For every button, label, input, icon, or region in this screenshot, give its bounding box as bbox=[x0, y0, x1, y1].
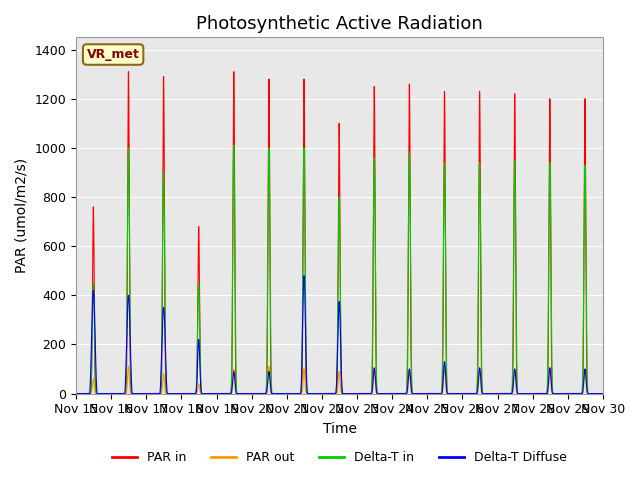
PAR in bbox=[125, 69, 132, 74]
Y-axis label: PAR (umol/m2/s): PAR (umol/m2/s) bbox=[15, 158, 29, 273]
PAR in bbox=[458, 391, 465, 396]
PAR out bbox=[320, 391, 328, 396]
PAR out bbox=[428, 391, 436, 396]
Delta-T Diffuse bbox=[458, 391, 465, 396]
PAR out bbox=[599, 391, 607, 396]
PAR in bbox=[72, 391, 80, 396]
Delta-T Diffuse bbox=[320, 391, 328, 396]
PAR out bbox=[487, 391, 495, 396]
Delta-T in bbox=[320, 391, 328, 396]
Delta-T in bbox=[598, 391, 606, 396]
PAR out bbox=[167, 391, 175, 396]
Line: PAR in: PAR in bbox=[76, 72, 603, 394]
PAR out bbox=[72, 391, 80, 396]
Delta-T in bbox=[458, 391, 465, 396]
Delta-T Diffuse bbox=[598, 391, 606, 396]
Text: VR_met: VR_met bbox=[86, 48, 140, 61]
PAR in bbox=[320, 391, 328, 396]
PAR out bbox=[458, 391, 465, 396]
PAR in bbox=[487, 391, 495, 396]
Delta-T in bbox=[230, 143, 237, 148]
PAR out bbox=[125, 364, 132, 370]
PAR in bbox=[598, 391, 606, 396]
Line: Delta-T Diffuse: Delta-T Diffuse bbox=[76, 276, 603, 394]
Legend: PAR in, PAR out, Delta-T in, Delta-T Diffuse: PAR in, PAR out, Delta-T in, Delta-T Dif… bbox=[107, 446, 572, 469]
Delta-T in bbox=[487, 391, 495, 396]
Line: Delta-T in: Delta-T in bbox=[76, 145, 603, 394]
PAR in bbox=[428, 391, 436, 396]
Line: PAR out: PAR out bbox=[76, 367, 603, 394]
PAR out bbox=[598, 391, 606, 396]
Delta-T Diffuse bbox=[428, 391, 436, 396]
Delta-T Diffuse bbox=[487, 391, 495, 396]
PAR in bbox=[599, 391, 607, 396]
Delta-T Diffuse bbox=[300, 273, 308, 278]
Delta-T in bbox=[72, 391, 80, 396]
Delta-T in bbox=[167, 391, 175, 396]
Delta-T Diffuse bbox=[167, 391, 175, 396]
Delta-T in bbox=[428, 391, 436, 396]
Title: Photosynthetic Active Radiation: Photosynthetic Active Radiation bbox=[196, 15, 483, 33]
Delta-T in bbox=[599, 391, 607, 396]
X-axis label: Time: Time bbox=[323, 422, 356, 436]
Delta-T Diffuse bbox=[599, 391, 607, 396]
PAR in bbox=[167, 391, 175, 396]
Delta-T Diffuse bbox=[72, 391, 80, 396]
